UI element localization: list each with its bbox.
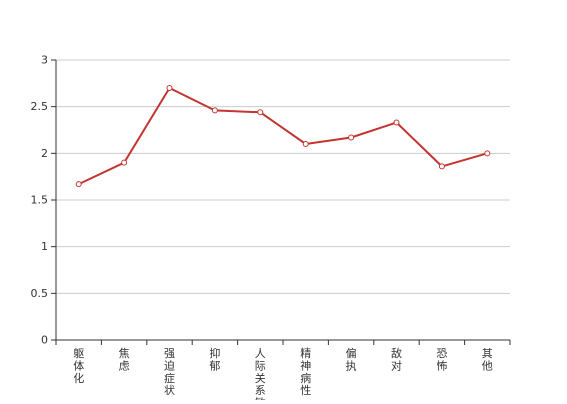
y-tick-label: 1.5 [31,194,49,207]
x-tick-label: 强迫症状 [164,347,175,397]
x-axis-ticks: 躯体化 焦虑 强迫症状 抑郁 人际关系敏感 精神病性 偏执 敌对 恐怖 其他 [55,340,511,404]
data-point [484,150,491,157]
x-tick-label: 躯体化 [73,347,84,385]
grid-lines [56,59,510,294]
y-tick-label: 1 [41,240,48,253]
series-group [75,85,491,188]
x-tick-label: 其他 [482,347,493,372]
y-axis-ticks: 0 0.5 1 1.5 2 2.5 3 [31,54,56,347]
x-tick-label: 敌对 [391,346,402,372]
y-tick-label: 2 [41,147,48,160]
series-line [77,87,489,186]
data-point [302,141,309,147]
x-tick-label: 焦虑 [119,347,130,372]
data-point [211,107,218,114]
data-point [257,109,264,116]
data-point [348,134,355,141]
x-tick-label: 抑郁 [209,346,220,372]
y-tick-label: 0.5 [31,287,49,300]
y-tick-label: 0 [41,334,48,347]
data-point [166,85,173,91]
data-point [75,181,82,188]
data-point [121,159,128,166]
y-tick-label: 2.5 [31,100,49,113]
y-tick-label: 3 [41,54,48,67]
x-tick-label: 恐怖 [436,347,447,372]
x-tick-label: 人际关系敏感 [255,347,266,400]
data-point [438,163,445,170]
x-tick-label: 精神病性 [300,347,311,397]
data-point [393,119,400,126]
x-tick-label: 偏执 [346,346,357,372]
